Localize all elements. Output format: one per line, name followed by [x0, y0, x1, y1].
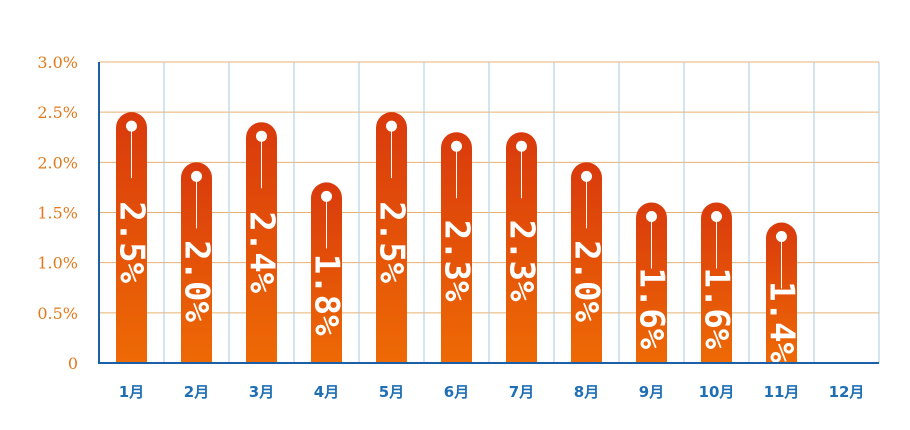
x-tick-label: 8月	[574, 383, 599, 401]
bar-data-label: 1.6%	[632, 267, 672, 349]
bar	[506, 132, 537, 363]
bar-data-label: 2.0%	[567, 240, 607, 322]
bar-pin-dot	[386, 120, 397, 132]
bar-group: 2.0%	[177, 162, 217, 363]
x-tick-label: 9月	[639, 383, 664, 401]
bar-pin-dot	[711, 210, 722, 222]
bar-pin-dot	[776, 231, 787, 243]
bar-pin-dot	[126, 120, 137, 132]
bar-group: 2.5%	[372, 112, 412, 364]
bar-group: 1.6%	[632, 202, 672, 363]
bar-pin-dot	[191, 170, 202, 182]
x-tick-label: 3月	[249, 383, 274, 401]
bar	[766, 222, 797, 363]
bar-pin-dot	[516, 140, 527, 152]
x-tick-label: 2月	[184, 383, 209, 401]
bar-data-label: 2.3%	[437, 220, 477, 302]
bar	[311, 182, 342, 363]
bar-group: 1.4%	[762, 222, 802, 363]
bar-data-label: 1.6%	[697, 267, 737, 349]
bar	[700, 202, 732, 363]
bar-pin-dot	[451, 140, 462, 152]
x-tick-label: 10月	[699, 383, 735, 401]
bar-pin-dot	[581, 170, 592, 182]
bar-group: 1.8%	[307, 182, 347, 363]
y-axis-ticks: 0 0.5% 1.0% 1.5% 2.0% 2.5% 3.0%	[37, 53, 78, 373]
bar-group: 2.0%	[567, 162, 607, 363]
bar-group: 2.5%	[112, 112, 152, 364]
bar	[571, 162, 602, 363]
bar-data-label: 2.5%	[112, 201, 152, 283]
bar-data-label: 2.5%	[372, 201, 412, 283]
bar	[636, 202, 667, 363]
bar-group: 2.3%	[437, 132, 477, 363]
bar-data-label: 2.0%	[177, 240, 217, 322]
bar-data-label: 2.4%	[242, 211, 282, 293]
axes	[98, 62, 879, 364]
y-tick-label: 0.5%	[37, 304, 78, 323]
bar-group: 1.6%	[697, 202, 737, 363]
bar-data-label: 1.8%	[307, 254, 347, 336]
y-tick-label: 3.0%	[37, 53, 78, 72]
x-tick-label: 4月	[314, 383, 339, 401]
bar-group: 2.3%	[502, 132, 542, 363]
x-tick-label: 6月	[444, 383, 469, 401]
x-tick-label: 5月	[379, 383, 404, 401]
bar-pin-dot	[256, 130, 267, 142]
bar-group: 2.4%	[242, 122, 282, 364]
x-tick-label: 1月	[119, 383, 144, 401]
bar	[246, 122, 277, 364]
y-tick-label: 1.5%	[37, 204, 78, 223]
bar	[181, 162, 212, 363]
bar-pin-dot	[321, 190, 332, 202]
bar	[376, 112, 407, 364]
y-tick-label: 2.5%	[37, 103, 78, 122]
bar-data-label: 1.4%	[762, 281, 802, 363]
bar	[116, 112, 147, 364]
x-tick-label: 7月	[509, 383, 534, 401]
bar	[441, 132, 472, 363]
x-tick-label: 12月	[829, 383, 865, 401]
bar-series: 2.5% 2.0% 2.4% 1.8% 2.5% 2.3% 2.3% 2.0% 1.6% 1.6%…	[112, 112, 802, 363]
x-axis-ticks: 1月 2月 3月 4月 5月 6月 7月 8月 9月 10月 11月 12月	[119, 383, 865, 401]
y-tick-label: 0	[68, 354, 78, 373]
bar-data-label: 2.3%	[502, 220, 542, 302]
x-tick-label: 11月	[764, 383, 800, 401]
y-tick-label: 2.0%	[37, 153, 78, 172]
y-tick-label: 1.0%	[37, 254, 78, 273]
bar-pin-dot	[646, 210, 657, 222]
grid-lines	[99, 61, 880, 363]
